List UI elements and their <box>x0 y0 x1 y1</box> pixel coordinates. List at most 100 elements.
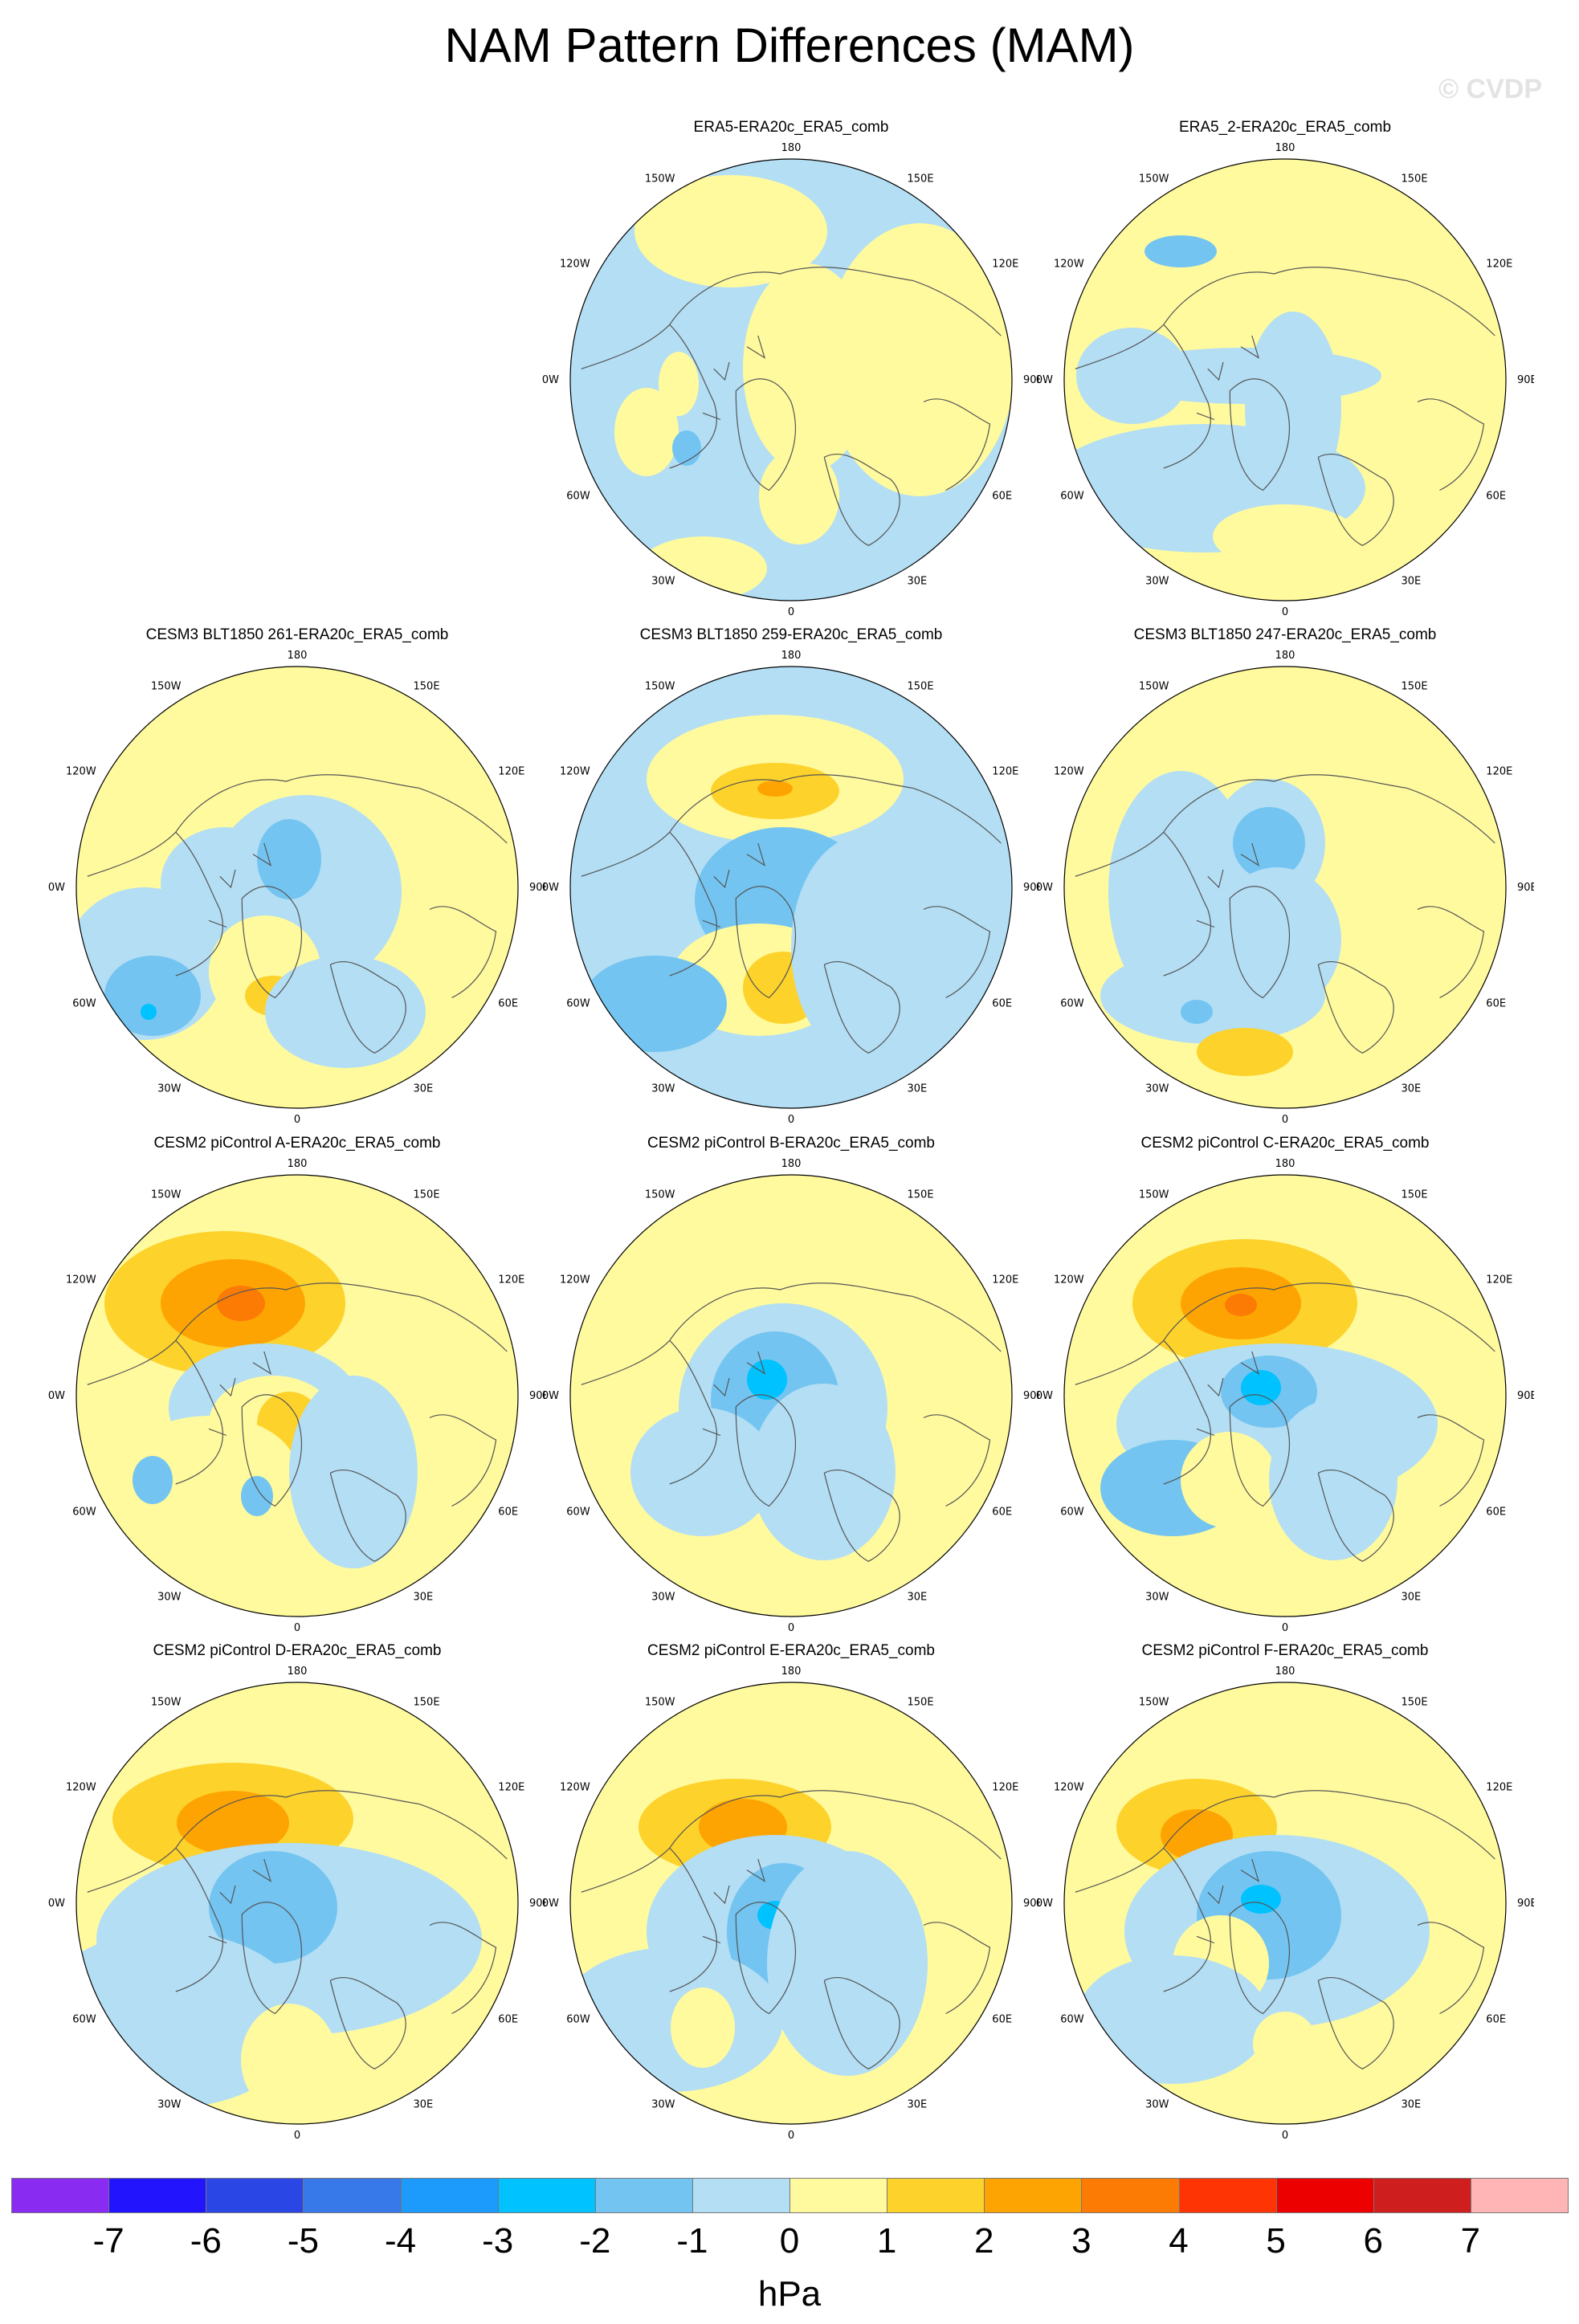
longitude-label: 90W <box>1036 374 1053 386</box>
anomaly-region-neg2 <box>104 956 201 1036</box>
anomaly-region-neg2 <box>209 1851 337 1963</box>
anomaly-region-neg1 <box>265 956 426 1068</box>
map-border <box>569 158 1013 601</box>
longitude-label: 90E <box>1517 1390 1534 1402</box>
panel-title: CESM2 piControl F-ERA20c_ERA5_comb <box>1141 1642 1429 1659</box>
colorbar-swatch <box>790 2178 888 2213</box>
anomaly-region-neg2 <box>672 430 701 466</box>
coastline <box>735 1902 796 2015</box>
longitude-label: 120W <box>560 1782 590 1794</box>
longitude-label: 30E <box>414 1591 434 1603</box>
polar-map: 180 150E 120E 90E 60E 30E 0 30W 60W 90W 120W 150W <box>1036 142 1534 617</box>
longitude-label: 120W <box>560 259 590 271</box>
anomaly-region-pos1 <box>241 2004 337 2116</box>
longitude-label: 150E <box>908 681 934 693</box>
longitude-label: 150E <box>1402 681 1428 693</box>
colorbar-tick-label: 6 <box>1363 2221 1383 2261</box>
anomaly-region-pos1 <box>759 448 839 544</box>
colorbar-tick-label: -4 <box>384 2221 417 2261</box>
map-panel-cesm3-259: CESM3 BLT1850 259-ERA20c_ERA5_comb 180 15… <box>542 626 1040 1124</box>
longitude-label: 60W <box>1060 998 1084 1010</box>
polar-map: 180 150E 120E 90E 60E 30E 0 30W 60W 90W 120W 150W <box>48 1158 546 1633</box>
coastline <box>669 1790 1002 1860</box>
coastline <box>1229 1394 1290 1507</box>
longitude-label: 120E <box>498 766 524 778</box>
longitude-label: 90E <box>1517 374 1534 386</box>
panel-title: CESM3 BLT1850 261-ERA20c_ERA5_comb <box>145 626 449 643</box>
anomaly-region-neg2 <box>1181 1000 1213 1024</box>
longitude-label: 60W <box>72 998 96 1010</box>
colorbar-tick-label: 3 <box>1071 2221 1091 2261</box>
longitude-label: 0 <box>788 2130 794 2140</box>
longitude-label: 30E <box>1402 1082 1422 1095</box>
longitude-label: 60W <box>72 1507 96 1519</box>
anomaly-region-pos4 <box>217 1286 265 1321</box>
anomaly-region-pos4 <box>1225 1294 1257 1316</box>
longitude-label: 30E <box>1402 575 1422 587</box>
coastline <box>735 886 796 999</box>
coastline <box>823 1976 900 2069</box>
coastline <box>208 1351 272 1437</box>
anomaly-region-neg1 <box>751 1384 896 1560</box>
longitude-label: 60W <box>566 1507 590 1519</box>
coastline <box>241 1394 302 1507</box>
coastline <box>241 1902 302 2015</box>
anomaly-region-pos1 <box>659 352 699 416</box>
coastline <box>823 960 900 1054</box>
longitude-label: 60W <box>1060 2014 1084 2026</box>
longitude-label: 90W <box>1036 1898 1053 1910</box>
coastline <box>1163 1790 1495 1860</box>
map-border <box>75 1682 519 2125</box>
longitude-label: 60W <box>1060 1507 1084 1519</box>
longitude-label: 30W <box>651 2098 675 2110</box>
longitude-label: 60E <box>992 1507 1012 1519</box>
coastline <box>669 774 1002 844</box>
polar-map: 180 150E 120E 90E 60E 30E 0 30W 60W 90W 120W 150W <box>48 650 546 1124</box>
longitude-label: 90W <box>1036 1390 1053 1402</box>
longitude-label: 150W <box>151 1697 182 1709</box>
coastline <box>1196 335 1260 421</box>
coastline <box>669 267 1002 336</box>
longitude-label: 120W <box>1054 1782 1084 1794</box>
longitude-label: 30E <box>908 2098 928 2110</box>
longitude-label: 120W <box>560 1274 590 1286</box>
colorbar-units: hPa <box>757 2274 822 2314</box>
coastline <box>735 1394 796 1507</box>
coastline <box>581 1847 717 1992</box>
longitude-label: 90E <box>529 1390 546 1402</box>
coastline <box>1075 1339 1211 1485</box>
longitude-label: 90E <box>1517 882 1534 894</box>
coastline <box>241 886 302 999</box>
longitude-label: 0 <box>1282 1114 1288 1124</box>
longitude-label: 30W <box>651 1591 675 1603</box>
coastline <box>1317 1469 1394 1562</box>
polar-map: 180 150E 120E 90E 60E 30E 0 30W 60W 90W 120W 150W <box>1036 650 1534 1124</box>
map-panel-cesm2-c: CESM2 piControl C-ERA20c_ERA5_comb 180 15… <box>1036 1135 1534 1633</box>
longitude-label: 90W <box>542 1898 559 1910</box>
longitude-label: 180 <box>1275 650 1295 662</box>
longitude-label: 60E <box>498 1507 518 1519</box>
longitude-label: 150W <box>645 1189 675 1201</box>
colorbar-swatch <box>1275 2178 1374 2213</box>
map-panel-cesm2-a: CESM2 piControl A-ERA20c_ERA5_comb 180 15… <box>48 1135 546 1633</box>
longitude-label: 120E <box>992 766 1018 778</box>
coastline <box>1317 1976 1394 2069</box>
longitude-label: 90W <box>48 1390 65 1402</box>
longitude-label: 30E <box>1402 2098 1422 2110</box>
longitude-label: 150W <box>151 1189 182 1201</box>
colorbar-swatch <box>400 2178 499 2213</box>
coastline <box>923 1414 991 1507</box>
anomaly-region-pos2 <box>1197 1028 1293 1076</box>
longitude-label: 180 <box>781 142 802 154</box>
colorbar-swatch <box>984 2178 1083 2213</box>
longitude-label: 150W <box>151 681 182 693</box>
polar-map: 180 150E 120E 90E 60E 30E 0 30W 60W 90W 120W 150W <box>1036 1666 1534 2140</box>
longitude-label: 30E <box>908 575 928 587</box>
coastline <box>823 453 900 546</box>
coastline <box>1196 842 1260 928</box>
anomaly-region-neg1 <box>767 1851 928 2076</box>
longitude-label: 30W <box>1145 575 1169 587</box>
polar-map: 180 150E 120E 90E 60E 30E 0 30W 60W 90W 120W 150W <box>542 142 1040 617</box>
polar-map: 180 150E 120E 90E 60E 30E 0 30W 60W 90W 120W 150W <box>48 1666 546 2140</box>
longitude-label: 0 <box>1282 1622 1288 1633</box>
